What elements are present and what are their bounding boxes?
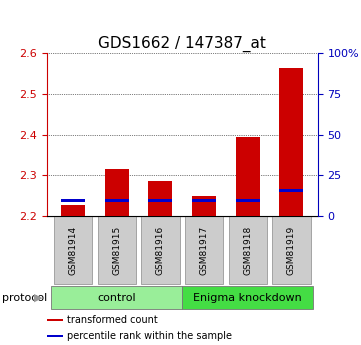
Bar bbox=[105, 169, 129, 216]
Bar bbox=[61, 206, 85, 216]
Bar bbox=[54, 216, 92, 284]
Bar bbox=[105, 199, 129, 202]
Text: GSM81917: GSM81917 bbox=[200, 226, 209, 275]
Text: control: control bbox=[97, 293, 136, 303]
Bar bbox=[192, 196, 216, 216]
Text: GSM81915: GSM81915 bbox=[112, 226, 121, 275]
Bar bbox=[229, 216, 267, 284]
Bar bbox=[61, 199, 85, 202]
Title: GDS1662 / 147387_at: GDS1662 / 147387_at bbox=[98, 36, 266, 52]
Text: Enigma knockdown: Enigma knockdown bbox=[193, 293, 302, 303]
Text: GSM81916: GSM81916 bbox=[156, 226, 165, 275]
Bar bbox=[47, 335, 63, 337]
Bar bbox=[51, 286, 182, 309]
Bar bbox=[182, 286, 313, 309]
Text: ▶: ▶ bbox=[34, 293, 42, 303]
Text: transformed count: transformed count bbox=[67, 315, 158, 325]
Bar bbox=[279, 189, 304, 192]
Bar bbox=[236, 199, 260, 202]
Bar bbox=[279, 68, 304, 216]
Bar bbox=[47, 319, 63, 321]
Text: GSM81914: GSM81914 bbox=[69, 226, 78, 275]
Bar bbox=[148, 181, 173, 216]
Bar bbox=[141, 216, 180, 284]
Text: GSM81919: GSM81919 bbox=[287, 226, 296, 275]
Bar bbox=[192, 199, 216, 202]
Bar bbox=[97, 216, 136, 284]
Text: protocol: protocol bbox=[2, 293, 47, 303]
Bar bbox=[236, 137, 260, 216]
Text: GSM81918: GSM81918 bbox=[243, 226, 252, 275]
Bar bbox=[272, 216, 311, 284]
Text: percentile rank within the sample: percentile rank within the sample bbox=[67, 331, 232, 341]
Bar bbox=[148, 199, 173, 202]
Bar bbox=[185, 216, 223, 284]
